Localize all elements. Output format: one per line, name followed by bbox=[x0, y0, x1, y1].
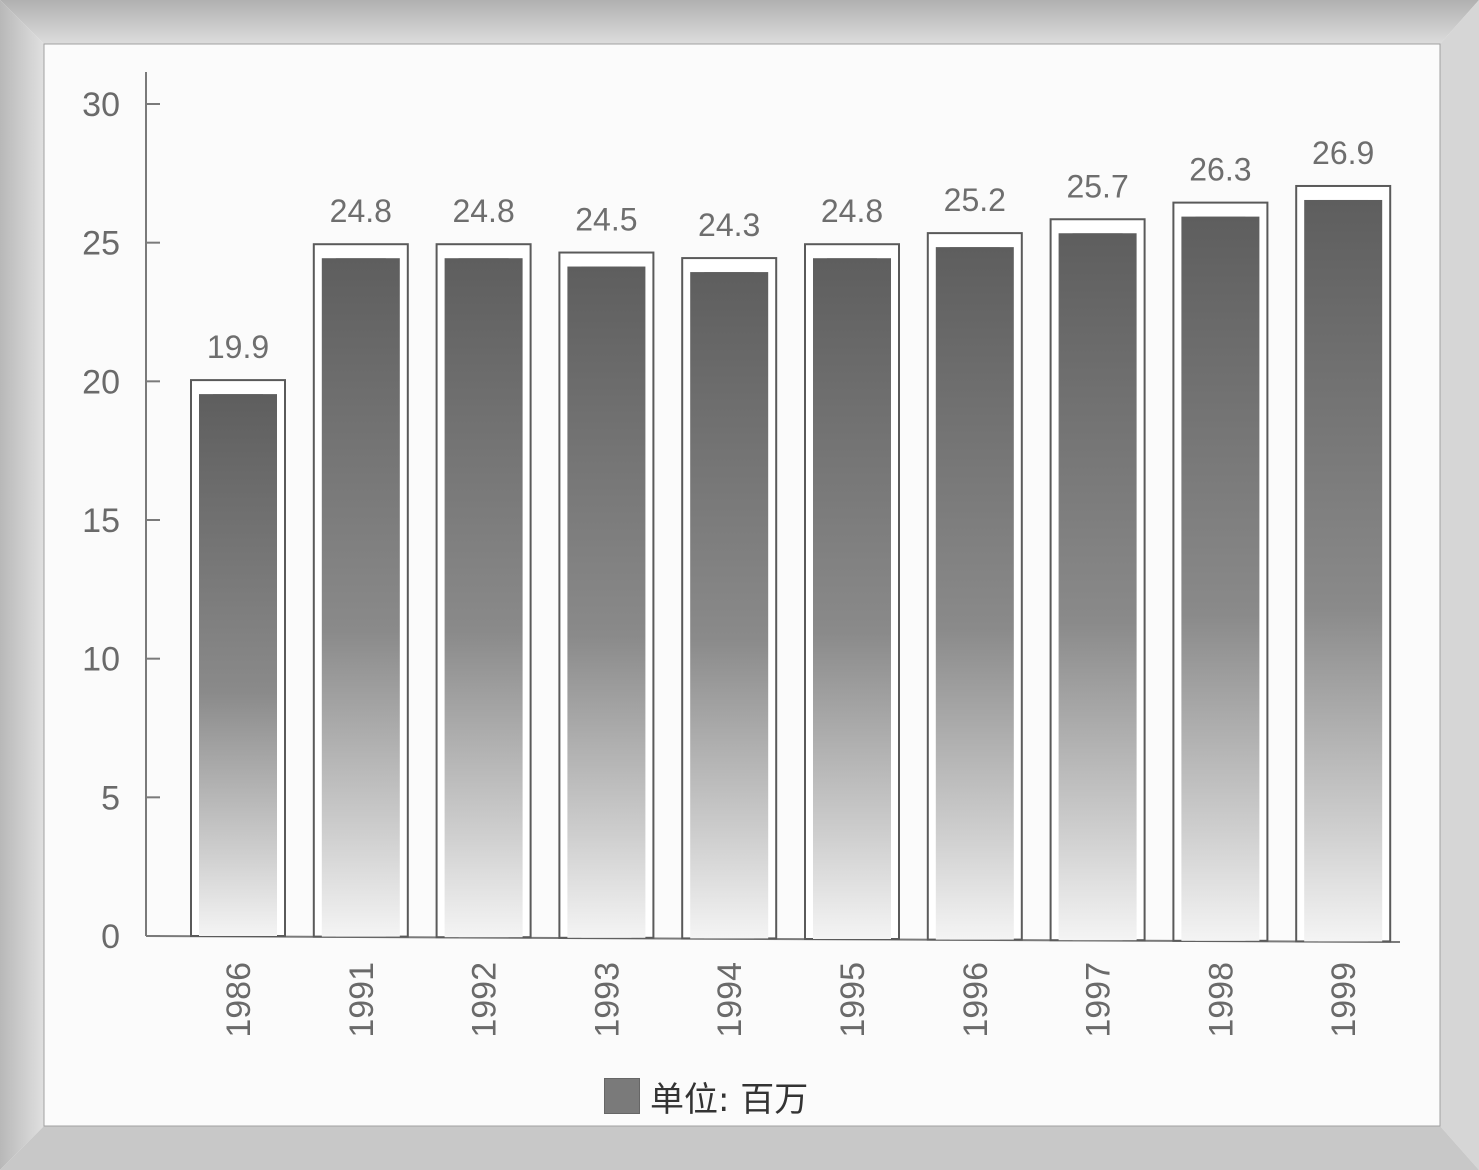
legend-label: 单位: 百万 bbox=[650, 1079, 809, 1120]
value-label: 26.9 bbox=[1312, 135, 1374, 171]
y-tick-label: 20 bbox=[82, 363, 120, 401]
y-tick-label: 5 bbox=[101, 779, 120, 817]
bar-core bbox=[704, 272, 755, 939]
value-label: 24.8 bbox=[821, 193, 883, 229]
bar-core bbox=[458, 258, 509, 938]
value-label: 25.7 bbox=[1066, 168, 1128, 204]
value-label: 25.2 bbox=[944, 182, 1006, 218]
y-tick-label: 0 bbox=[101, 918, 120, 956]
category-label: 1999 bbox=[1325, 962, 1363, 1038]
bar-core bbox=[1318, 199, 1369, 942]
bar-core bbox=[581, 266, 632, 938]
category-label: 1993 bbox=[588, 962, 626, 1038]
plot-area: 0 5 10 15 20 25 30 19.9 1986 24.8 1991 24.8 1992 24.5… bbox=[82, 72, 1401, 1038]
legend: 单位: 百万 bbox=[604, 1074, 809, 1120]
category-label: 1998 bbox=[1202, 962, 1240, 1038]
bar-core bbox=[335, 258, 386, 937]
category-label: 1992 bbox=[466, 962, 504, 1038]
y-tick-label: 10 bbox=[82, 641, 120, 679]
category-label: 1994 bbox=[711, 962, 749, 1038]
category-label: 1996 bbox=[957, 962, 995, 1038]
bar-core bbox=[949, 247, 1000, 940]
value-label: 19.9 bbox=[207, 329, 269, 365]
value-label: 24.3 bbox=[698, 207, 760, 243]
category-label: 1991 bbox=[343, 962, 381, 1038]
value-label: 24.5 bbox=[575, 202, 637, 238]
bar-core bbox=[1072, 233, 1123, 941]
value-label: 24.8 bbox=[330, 193, 392, 229]
bar-core bbox=[827, 258, 877, 939]
value-label: 26.3 bbox=[1189, 152, 1251, 188]
value-label: 24.8 bbox=[452, 193, 514, 229]
legend-swatch bbox=[604, 1078, 640, 1114]
bar-core bbox=[213, 394, 263, 936]
y-tick-label: 30 bbox=[82, 86, 120, 124]
category-label: 1986 bbox=[220, 962, 258, 1038]
category-label: 1995 bbox=[834, 962, 872, 1038]
category-label: 1997 bbox=[1080, 962, 1118, 1038]
y-tick-label: 25 bbox=[82, 225, 120, 263]
bar-core bbox=[1195, 216, 1246, 941]
y-tick-label: 15 bbox=[82, 502, 120, 540]
